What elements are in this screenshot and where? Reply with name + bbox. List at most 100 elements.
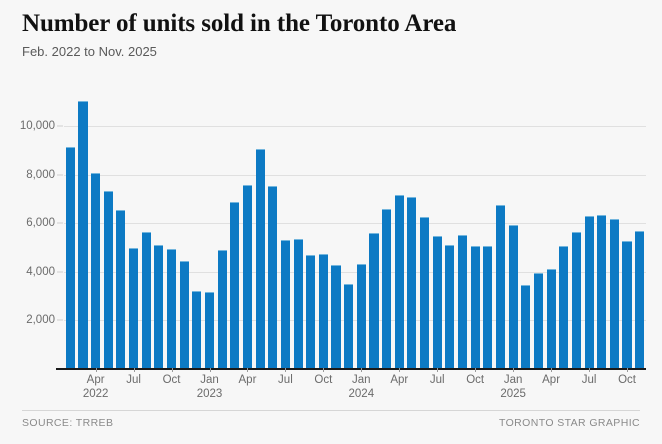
bar (407, 197, 417, 369)
x-axis-label: Apr (239, 373, 257, 402)
x-axis-month: Apr (390, 374, 409, 386)
gridline (64, 223, 646, 225)
x-axis-year (542, 387, 560, 401)
x-axis-month: Apr (86, 374, 105, 386)
bar (242, 185, 252, 369)
x-axis-tick (551, 368, 553, 372)
x-axis-label: Apr (390, 373, 408, 402)
credit-label: TORONTO STAR GRAPHIC (498, 417, 640, 429)
x-axis-year (430, 387, 445, 401)
bar (141, 232, 151, 369)
bar (204, 292, 215, 369)
gridline (64, 174, 646, 176)
bar (382, 209, 392, 369)
x-axis-year (239, 387, 257, 401)
bar (78, 101, 88, 369)
x-axis-year: 2024 (348, 388, 375, 401)
footer-divider (22, 410, 640, 411)
y-axis-tick (57, 125, 63, 127)
page-title: Number of units sold in the Toronto Area (22, 10, 457, 37)
x-axis-month: Oct (466, 374, 485, 386)
y-axis-tick (57, 174, 63, 176)
x-axis-tick (95, 368, 97, 372)
x-axis-label: Jan 2025 (500, 373, 526, 402)
bar (597, 215, 607, 369)
x-axis-tick (513, 368, 515, 372)
bar (533, 273, 543, 369)
x-axis-labels: Apr 2022 Jul Oct Jan 2023 Apr Jul Oct Jan 202… (64, 368, 646, 407)
plot-area: 2,000 4,000 6,000 8,000 10,000 (20, 90, 646, 370)
bar (546, 269, 556, 369)
x-axis-year (314, 387, 332, 401)
x-axis-month: Jul (581, 374, 597, 386)
x-axis-month: Jul (278, 374, 293, 386)
x-axis-label: Oct (618, 373, 636, 402)
bar (559, 245, 569, 369)
x-axis-label: Jan 2023 (197, 373, 223, 402)
x-axis-year (466, 387, 484, 401)
x-axis-label: Jul (430, 373, 445, 402)
bar (318, 254, 328, 369)
x-axis-label: Jan 2024 (349, 373, 375, 402)
x-axis-label: Oct (314, 373, 332, 402)
bar (445, 245, 455, 369)
x-axis-year (163, 387, 181, 401)
x-axis-year (126, 387, 141, 401)
bar (192, 291, 202, 369)
bar (91, 173, 101, 369)
chart-header: Number of units sold in the Toronto Area… (22, 10, 642, 59)
x-axis-label: Oct (466, 373, 484, 402)
x-axis-tick (437, 368, 439, 372)
bar (356, 264, 366, 369)
bar (154, 244, 164, 369)
x-axis-label: Apr 2022 (83, 373, 109, 402)
x-axis-month: Apr (238, 374, 257, 386)
bar (230, 201, 240, 369)
bar (65, 147, 75, 369)
bar (293, 238, 303, 369)
y-axis-label: 4,000 (26, 265, 55, 278)
x-axis-month: Jan (503, 374, 523, 386)
y-axis-label: 2,000 (26, 314, 55, 327)
x-axis-tick (285, 368, 287, 372)
x-axis-year (618, 387, 636, 401)
x-axis-line (56, 368, 646, 370)
bar (457, 235, 468, 369)
x-axis-label: Apr (542, 373, 560, 402)
y-axis-label: 6,000 (26, 217, 55, 230)
x-axis-tick (171, 368, 173, 372)
bar (622, 240, 632, 369)
chart-footer: SOURCE: TRREB TORONTO STAR GRAPHIC (22, 417, 640, 429)
bar (268, 185, 278, 369)
x-axis-month: Jan (200, 374, 219, 386)
x-axis-tick (475, 368, 477, 372)
source-label: SOURCE: TRREB (22, 417, 114, 429)
x-axis-year: 2025 (500, 388, 526, 401)
y-axis-tick (57, 319, 63, 321)
y-axis-tick (57, 271, 63, 273)
bar (495, 205, 506, 369)
x-axis-year (390, 387, 408, 401)
gridline (64, 271, 646, 273)
bar (470, 246, 480, 369)
bar (129, 248, 139, 369)
x-axis-tick (627, 368, 629, 372)
bar (344, 283, 354, 369)
x-axis-year (278, 387, 293, 401)
bar (420, 216, 430, 369)
x-axis-tick (399, 368, 401, 372)
x-axis-month: Jul (126, 374, 141, 386)
gridline (64, 320, 646, 322)
x-axis-tick (247, 368, 249, 372)
x-axis-month: Oct (162, 374, 181, 386)
bar (255, 148, 265, 369)
x-axis-label: Oct (163, 373, 181, 402)
bar (508, 225, 518, 369)
x-axis-year: 2023 (196, 388, 223, 401)
x-axis-month: Jan (352, 374, 371, 386)
bar-series (64, 90, 646, 369)
bar (584, 215, 594, 369)
bar (483, 245, 493, 369)
